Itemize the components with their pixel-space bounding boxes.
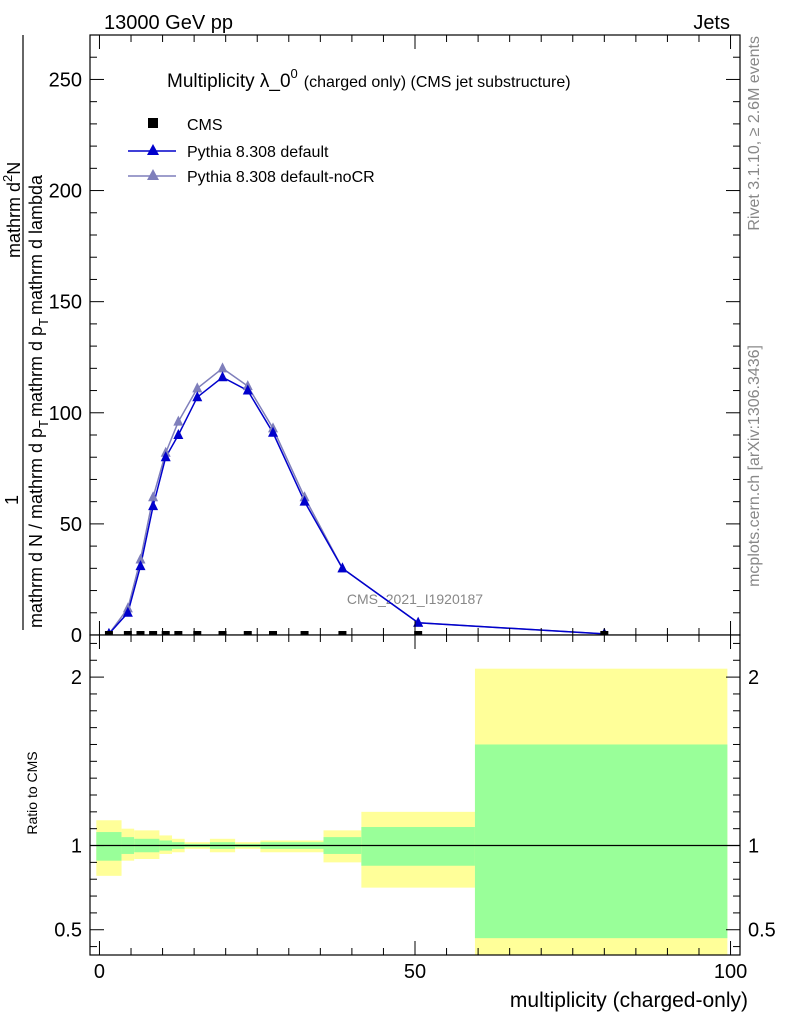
main-y-tick-label: 250: [49, 69, 82, 91]
default-point: [413, 616, 424, 627]
main-plot-area: CMS_2021_I1920187 0 50 100 150 200 250 Multip…: [49, 34, 741, 647]
legend-cms-marker: [148, 118, 158, 128]
main-axes: 0 50 100 150 200 250: [49, 34, 740, 647]
main-plot-frame: [90, 35, 740, 635]
default-point: [160, 451, 171, 462]
analysis-watermark: CMS_2021_I1920187: [347, 591, 483, 607]
ratio-inner-band: [96, 832, 122, 861]
ratio-inner-band: [474, 744, 728, 939]
ratio-axes: 0.5 0.5 1 1 2 2 0 50 100: [54, 635, 776, 983]
nocr-point: [192, 382, 203, 393]
default-point: [148, 500, 159, 511]
main-y-tick-label: 150: [49, 292, 82, 314]
legend-default-marker: [147, 144, 159, 155]
y-label-one: 1: [2, 495, 22, 505]
legend-default-label: Pythia 8.308 default: [187, 144, 329, 161]
ratio-y-axis-label: Ratio to CMS: [24, 751, 40, 834]
default-point: [268, 426, 279, 437]
y-label-denominator: mathrm d N / mathrm d pTmathrm d pTmathr…: [26, 174, 51, 628]
nocr-point: [217, 362, 228, 373]
legend: CMS Pythia 8.308 default Pythia 8.308 de…: [128, 117, 375, 186]
series-line-default: [108, 376, 605, 635]
main-y-axis-label: 1 mathrm d N / mathrm d pTmathrm d pTmat…: [0, 35, 51, 630]
main-y-tick-label: 200: [49, 181, 82, 203]
main-y-tick-label: 100: [49, 403, 82, 425]
ratio-plot-border: [89, 634, 741, 956]
mcplots-label: mcplots.cern.ch [arXiv:1306.3436]: [746, 345, 763, 587]
default-point: [299, 495, 310, 506]
rivet-label: Rivet 3.1.10, ≥ 2.6M events: [746, 36, 763, 231]
x-tick-label: 50: [404, 961, 426, 983]
header-process-label: Jets: [693, 12, 730, 34]
chart-title: Multiplicity λ_00(charged only) (CMS jet…: [167, 66, 571, 92]
x-axis-label: multiplicity (charged-only): [510, 989, 748, 1012]
ratio-y-tick-label-left: 0.5: [54, 920, 82, 942]
legend-nocr-marker: [147, 169, 159, 180]
x-tick-label: 100: [714, 961, 747, 983]
x-tick-label: 0: [94, 961, 105, 983]
legend-nocr-label: Pythia 8.308 default-noCR: [187, 169, 375, 186]
ratio-band-layer: [90, 668, 740, 955]
default-point: [173, 429, 184, 439]
nocr-point: [135, 553, 146, 564]
nocr-point: [148, 491, 159, 502]
legend-cms-label: CMS: [187, 117, 223, 134]
nocr-point: [173, 415, 184, 426]
default-point: [122, 606, 133, 617]
ratio-y-tick-label-right: 0.5: [748, 920, 776, 942]
ratio-y-tick-label-right: 2: [748, 667, 759, 689]
default-point: [135, 560, 146, 571]
default-point: [337, 562, 348, 573]
header-energy-label: 13000 GeV pp: [104, 12, 233, 34]
default-point: [217, 371, 228, 382]
main-y-tick-label: 0: [71, 625, 82, 647]
y-label-numerator: mathrm d2N: [0, 162, 24, 258]
ratio-plot-area: 0.5 0.5 1 1 2 2 0 50 100: [54, 634, 776, 983]
ratio-y-tick-label-left: 2: [71, 667, 82, 689]
main-y-tick-label: 50: [60, 514, 82, 536]
main-series-layer: [103, 362, 610, 639]
ratio-y-tick-label-right: 1: [748, 836, 759, 858]
ratio-inner-band: [361, 827, 475, 866]
default-point: [242, 384, 253, 395]
ratio-y-tick-label-left: 1: [71, 836, 82, 858]
default-point: [192, 391, 203, 402]
